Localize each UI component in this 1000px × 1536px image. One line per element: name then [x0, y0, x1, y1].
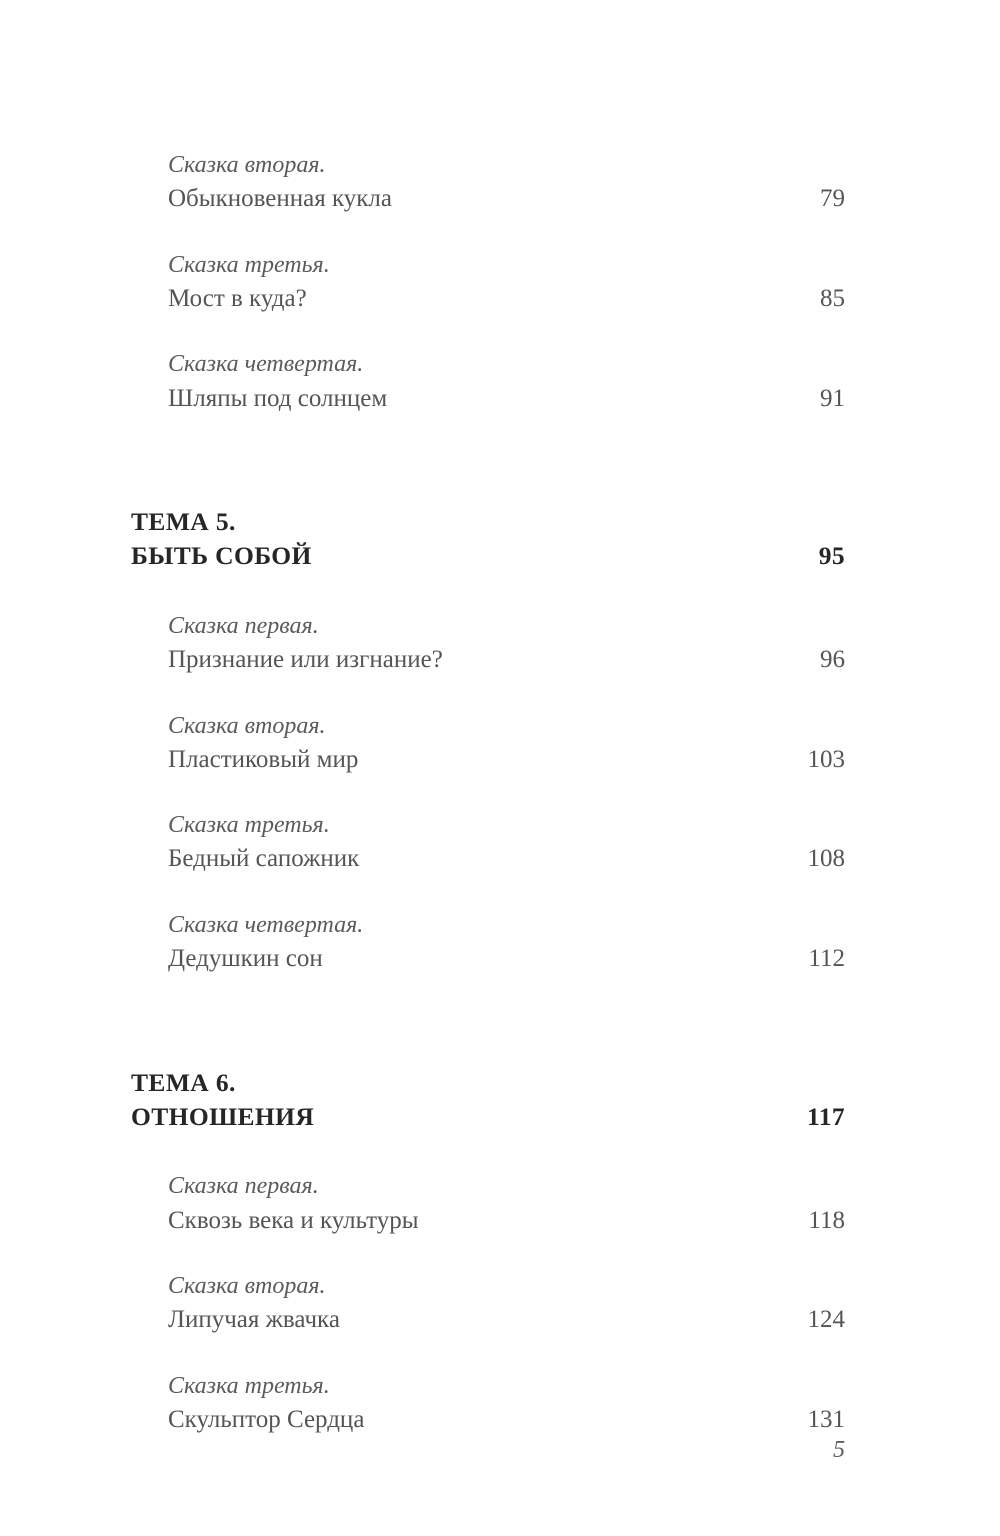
entry-label: Сказка первая. [168, 1173, 319, 1200]
entry-title: Дедушкин сон [168, 945, 323, 973]
dot-leader [316, 281, 813, 306]
entry-title-row[interactable]: Бедный сапожник 108 [168, 841, 845, 876]
dot-leader [367, 742, 800, 767]
entry-page-number: 112 [808, 945, 845, 973]
toc-section-continued: Сказка вторая.Обыкновенная кукла79Сказка… [131, 150, 845, 415]
entry-title: Шляпы под солнцем [168, 384, 388, 412]
dot-leader [392, 181, 813, 206]
section-page-number: 95 [818, 541, 845, 571]
toc-entry[interactable]: Сказка третья. Бедный сапожник 108 [168, 810, 845, 876]
entry-title: Пластиковый мир [168, 745, 359, 773]
entry-page-number: 118 [808, 1206, 845, 1234]
section-number: ТЕМА 6. [131, 1067, 236, 1097]
entry-page-number: 91 [820, 384, 845, 412]
entry-label: Сказка вторая. [168, 152, 326, 178]
entry-title-row[interactable]: Сквозь века и культуры 118 [168, 1203, 845, 1238]
dot-leader [368, 841, 800, 866]
entry-label: Сказка четвертая. [168, 351, 364, 378]
toc-entry[interactable]: Сказка третья. Скульптор Сердца 131 [168, 1371, 845, 1437]
entry-page-number: 96 [820, 646, 845, 674]
entry-title: Липучая жвачка [168, 1306, 340, 1334]
toc-entry[interactable]: Сказка третья. Мост в куда? 85 [168, 250, 845, 316]
table-of-contents: Сказка вторая.Обыкновенная кукла79Сказка… [131, 150, 845, 1437]
toc-entry[interactable]: Сказка первая. Сквозь века и культуры 118 [168, 1171, 845, 1237]
entry-label: Сказка третья. [168, 812, 330, 839]
dot-leader [323, 941, 802, 966]
dot-leader [428, 1203, 802, 1228]
toc-entry[interactable]: Сказка четвертая. Дедушкин сон 112 [168, 910, 845, 976]
toc-entry-list: Сказка первая.Сквозь века и культуры118С… [131, 1171, 845, 1436]
entry-page-number: 131 [807, 1406, 846, 1433]
entry-title: Сквозь века и культуры [168, 1206, 419, 1234]
entry-title: Мост в куда? [168, 284, 307, 312]
dot-leader [364, 1402, 800, 1427]
dot-leader [349, 1302, 801, 1327]
section-title: БЫТЬ СОБОЙ [131, 541, 312, 571]
section-number: ТЕМА 5. [131, 507, 236, 537]
section-title-row[interactable]: БЫТЬ СОБОЙ 95 [131, 539, 845, 573]
section-title: ОТНОШЕНИЯ [131, 1101, 315, 1131]
toc-entry[interactable]: Сказка первая. Признание или изгнание? 96 [168, 611, 845, 677]
entry-label: Сказка четвертая. [168, 911, 364, 938]
entry-label: Сказка вторая. [168, 712, 326, 739]
entry-title-row[interactable]: Скульптор Сердца 131 [168, 1402, 845, 1437]
dot-leader [321, 539, 812, 565]
entry-label: Сказка третья. [168, 1372, 330, 1399]
entry-title-row[interactable]: Липучая жвачка 124 [168, 1302, 845, 1337]
entry-page-number: 108 [807, 845, 846, 873]
toc-section: ТЕМА 5. БЫТЬ СОБОЙ 95 Сказка первая. Признан… [131, 505, 845, 976]
entry-title-row[interactable]: Дедушкин сон 112 [168, 941, 845, 976]
entry-page-number: 79 [820, 185, 845, 213]
entry-label: Сказка третья. [168, 251, 330, 278]
page-folio: 5 [833, 1437, 845, 1463]
dot-leader [452, 642, 813, 667]
entry-label: Сказка первая. [168, 612, 319, 639]
entry-title-row[interactable]: Шляпы под солнцем 91 [168, 381, 845, 416]
entry-title-row[interactable]: Обыкновенная кукла 79 [168, 181, 845, 216]
entry-title: Обыкновенная кукла [168, 185, 392, 213]
toc-section: ТЕМА 6. ОТНОШЕНИЯ 117 Сказка первая. Сквозь … [131, 1066, 845, 1437]
entry-label: Сказка вторая. [168, 1273, 326, 1300]
toc-entry-list: Сказка вторая.Обыкновенная кукла79Сказка… [131, 150, 845, 415]
dot-leader [396, 381, 813, 406]
toc-entry[interactable]: Сказка четвертая. Шляпы под солнцем 91 [168, 349, 845, 415]
dot-leader [323, 1099, 800, 1125]
toc-entry[interactable]: Сказка вторая. Обыкновенная кукла 79 [168, 150, 845, 216]
toc-entry-list: Сказка первая.Признание или изгнание?96С… [131, 611, 845, 976]
entry-page-number: 103 [807, 745, 846, 773]
entry-page-number: 85 [820, 284, 845, 312]
section-page-number: 117 [806, 1101, 845, 1131]
toc-entry[interactable]: Сказка вторая. Пластиковый мир 103 [168, 711, 845, 777]
entry-title-row[interactable]: Мост в куда? 85 [168, 281, 845, 316]
entry-title: Бедный сапожник [168, 845, 360, 873]
entry-title-row[interactable]: Признание или изгнание? 96 [168, 642, 845, 677]
section-title-row[interactable]: ОТНОШЕНИЯ 117 [131, 1099, 845, 1133]
entry-title: Скульптор Сердца [168, 1406, 365, 1433]
entry-title: Признание или изгнание? [168, 646, 443, 674]
toc-entry[interactable]: Сказка вторая. Липучая жвачка 124 [168, 1271, 845, 1337]
entry-page-number: 124 [807, 1306, 846, 1334]
entry-title-row[interactable]: Пластиковый мир 103 [168, 742, 845, 777]
